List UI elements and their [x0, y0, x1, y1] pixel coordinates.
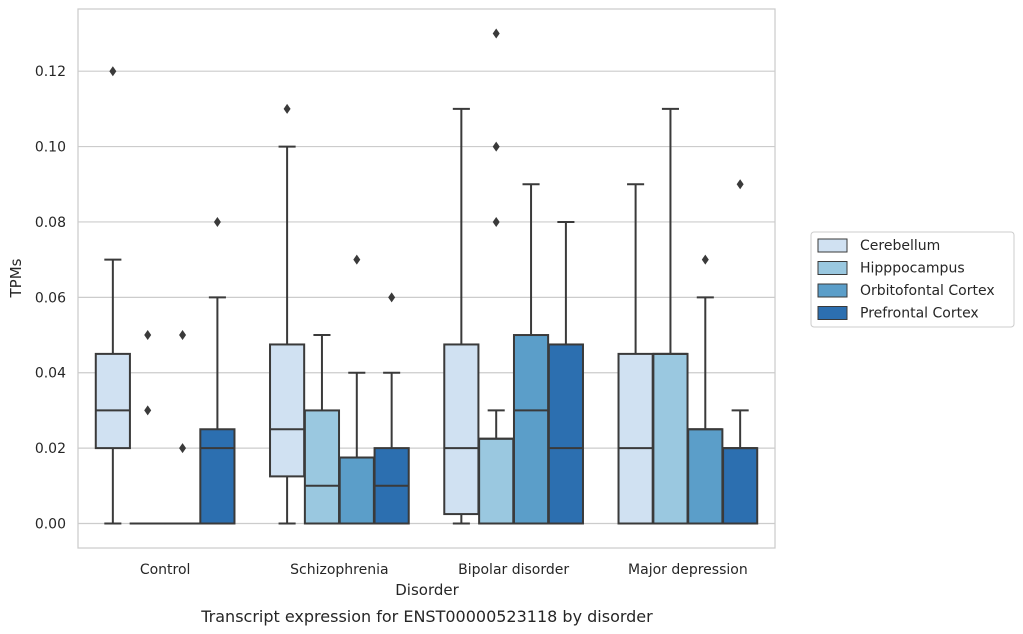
- box-iqr: [199, 428, 236, 525]
- legend-label: Hipppocampus: [860, 261, 965, 277]
- box-0-1: [129, 330, 166, 525]
- y-tick-label: 0.04: [35, 366, 66, 382]
- legend: Cerebellum Hipppocampus Orbitofontal Corte…: [810, 231, 1015, 328]
- x-tick-label: Schizophrenia: [290, 562, 388, 578]
- box-3-3: [722, 179, 759, 525]
- outlier-point: [388, 292, 396, 303]
- box-0-0: [94, 66, 131, 525]
- outlier-point: [492, 28, 500, 39]
- outlier-point: [283, 103, 291, 114]
- box-iqr: [443, 343, 480, 516]
- legend-frame: [810, 231, 1015, 328]
- boxes: [94, 28, 759, 525]
- y-tick-label: 0.10: [35, 140, 66, 156]
- legend-swatch: [817, 261, 848, 275]
- outlier-point: [109, 66, 117, 77]
- x-tick-label: Bipolar disorder: [458, 562, 569, 578]
- chart-caption: Transcript expression for ENST0000052311…: [200, 607, 653, 626]
- legend-swatch: [817, 283, 848, 298]
- y-tick-label: 0.08: [35, 215, 66, 231]
- y-tick-label: 0.00: [35, 517, 66, 533]
- legend-swatch: [817, 306, 848, 320]
- outlier-point: [736, 179, 744, 190]
- box-3-0: [617, 183, 654, 525]
- outlier-point: [213, 216, 221, 227]
- legend-label: Orbitofontal Cortex: [860, 283, 995, 299]
- box-iqr: [269, 343, 306, 478]
- axis-ticks: 0.00 0.02 0.04 0.06 0.08 0.10 0.12 Control Schiz…: [35, 64, 748, 578]
- box-iqr: [94, 352, 131, 450]
- outlier-point: [179, 443, 187, 454]
- box-iqr: [617, 352, 654, 525]
- outlier-point: [492, 141, 500, 152]
- box-2-3: [547, 220, 584, 525]
- box-iqr: [687, 428, 724, 525]
- box-iqr: [338, 456, 375, 525]
- box-iqr: [652, 352, 689, 525]
- x-tick-label: Major depression: [628, 562, 748, 578]
- box-1-0: [269, 103, 306, 525]
- outlier-point: [179, 330, 187, 341]
- outlier-point: [144, 330, 152, 341]
- plot-frame: [77, 8, 776, 549]
- box-1-3: [373, 292, 410, 525]
- box-3-1: [652, 107, 689, 525]
- box-0-3: [199, 216, 236, 525]
- box-2-0: [443, 107, 480, 525]
- outlier-point: [701, 254, 709, 265]
- box-1-2: [338, 254, 375, 525]
- box-iqr: [478, 437, 515, 525]
- box-3-2: [687, 254, 724, 525]
- outlier-point: [492, 216, 500, 227]
- y-tick-label: 0.06: [35, 290, 66, 306]
- box-iqr: [303, 409, 341, 525]
- x-axis-title: Disorder: [395, 581, 459, 599]
- legend-label: Prefrontal Cortex: [860, 306, 979, 322]
- box-iqr: [722, 447, 759, 525]
- legend-swatch: [817, 238, 848, 253]
- outlier-point: [144, 405, 152, 416]
- outlier-point: [353, 254, 361, 265]
- box-iqr: [547, 343, 584, 525]
- box-iqr: [512, 334, 550, 525]
- legend-label: Cerebellum: [860, 238, 940, 254]
- x-tick-label: Control: [140, 562, 191, 578]
- y-axis-title: TPMs: [7, 258, 25, 298]
- y-tick-label: 0.12: [35, 64, 66, 80]
- y-tick-label: 0.02: [35, 441, 66, 457]
